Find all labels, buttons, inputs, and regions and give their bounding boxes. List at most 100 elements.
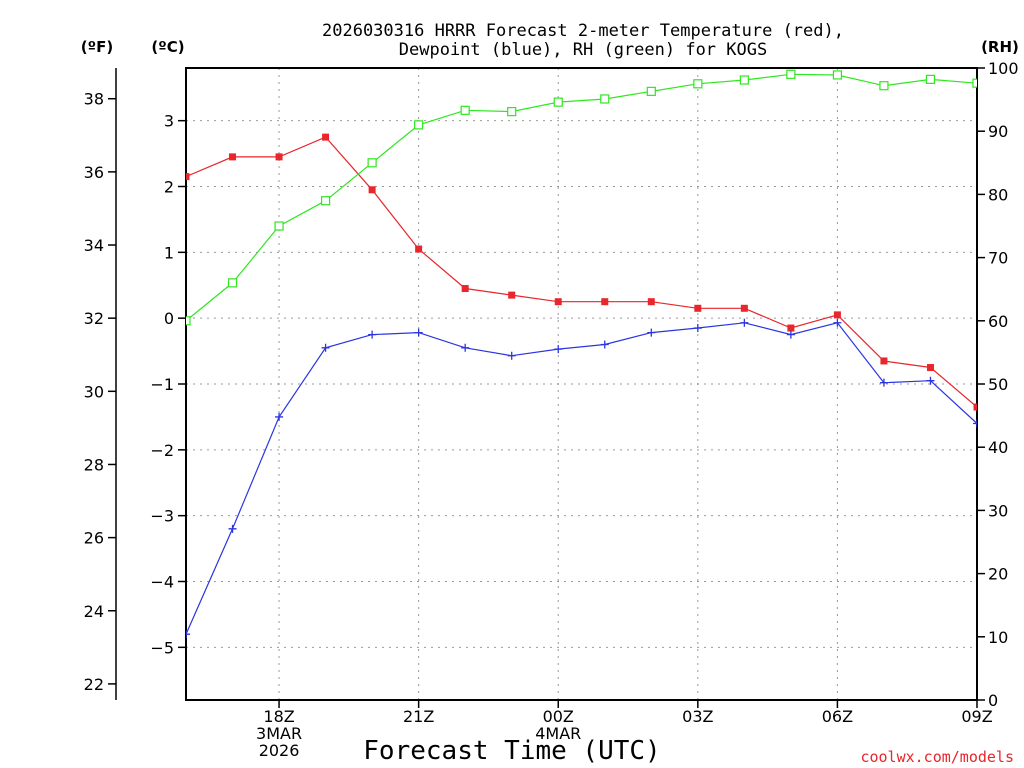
dewpoint-point [600, 340, 609, 349]
celsius-tick-label: 2 [164, 178, 174, 197]
temperature-point [694, 304, 702, 312]
temperature-point [647, 298, 655, 306]
celsius-tick-label: 3 [164, 112, 174, 131]
dewpoint-point [554, 345, 563, 354]
dewpoint-point [740, 318, 749, 327]
data-series [186, 69, 1024, 639]
fahrenheit-tick-label: 26 [84, 529, 104, 548]
rh-tick-label: 60 [988, 312, 1008, 331]
fahrenheit-unit-label: (ºF) [81, 38, 113, 56]
celsius-tick-label: −5 [150, 638, 174, 657]
temperature-point [461, 285, 469, 293]
fahrenheit-tick-label: 30 [84, 382, 104, 401]
rh-point [227, 278, 238, 288]
series-rh [186, 69, 977, 326]
fahrenheit-tick-label: 28 [84, 455, 104, 474]
temperature-point [787, 324, 795, 332]
rh-line [186, 73, 977, 322]
dewpoint-point [414, 328, 423, 337]
rh-tick-label: 80 [988, 185, 1008, 204]
rh-point [186, 316, 191, 326]
temperature-point [554, 298, 562, 306]
temperature-point [229, 153, 237, 161]
gridlines [186, 68, 978, 700]
x-tick-label: 4MAR [535, 724, 581, 743]
x-tick-label: 09Z [961, 707, 992, 726]
rh-tick-label: 0 [988, 691, 998, 710]
x-tick-label: 2026 [259, 741, 300, 760]
rh-tick-label: 90 [988, 122, 1008, 141]
temperature-point [186, 173, 190, 181]
rh-point [553, 97, 563, 107]
rh-point [320, 196, 331, 206]
rh-point [367, 158, 377, 168]
fahrenheit-tick-label: 24 [84, 602, 104, 621]
rh-point [274, 221, 284, 231]
celsius-tick-label: 1 [164, 243, 174, 262]
temperature-point [322, 133, 330, 141]
series-dewpoint [186, 318, 977, 639]
temperature-point [508, 291, 516, 299]
dewpoint-point [507, 351, 516, 360]
temperature-point [415, 245, 423, 253]
chart-title-line-2: Dewpoint (blue), RH (green) for KOGS [399, 40, 767, 60]
dewpoint-line [186, 322, 977, 635]
rh-tick-label: 70 [988, 249, 1008, 268]
rh-point [693, 79, 703, 89]
rh-tick-label: 100 [988, 59, 1019, 78]
dewpoint-point [275, 412, 284, 421]
celsius-tick-label: 0 [164, 309, 174, 328]
fahrenheit-tick-label: 38 [84, 90, 104, 109]
credit-text: coolwx.com/models [860, 748, 1014, 766]
temperature-point [601, 298, 609, 306]
x-axis-label: Forecast Time (UTC) [363, 736, 660, 766]
dewpoint-point [926, 376, 935, 385]
x-tick-label: 00Z [543, 707, 574, 726]
rh-point [414, 120, 424, 130]
x-tick-label: 06Z [822, 707, 853, 726]
chart-title-line-1: 2026030316 HRRR Forecast 2-meter Tempera… [322, 21, 844, 41]
celsius-unit-label: (ºC) [151, 38, 184, 56]
fahrenheit-tick-label: 32 [84, 309, 104, 328]
temperature-point [368, 186, 376, 194]
rh-point [739, 75, 749, 85]
dewpoint-point [786, 330, 795, 339]
axes: 222426283032343638−5−4−3−2−1012301020304… [84, 59, 1019, 760]
rh-point [786, 69, 796, 79]
temperature-line [186, 136, 977, 408]
dewpoint-point [228, 524, 237, 533]
rh-point [507, 107, 517, 117]
x-tick-label: 03Z [682, 707, 713, 726]
temperature-point [973, 403, 977, 411]
fahrenheit-tick-label: 34 [84, 236, 104, 255]
rh-tick-label: 10 [988, 628, 1008, 647]
dewpoint-point [879, 378, 888, 387]
temperature-point [880, 357, 888, 365]
rh-tick-label: 30 [988, 501, 1008, 520]
temperature-point [275, 153, 283, 161]
rh-tick-label: 20 [988, 565, 1008, 584]
dewpoint-point [693, 324, 702, 333]
temperature-point [740, 304, 748, 312]
fahrenheit-tick-label: 36 [84, 163, 104, 182]
celsius-tick-label: −1 [150, 375, 174, 394]
rh-unit-label: (RH) [981, 38, 1019, 56]
celsius-tick-label: −4 [150, 573, 174, 592]
fahrenheit-tick-label: 22 [84, 675, 104, 694]
temperature-point [833, 311, 841, 319]
temperature-point [926, 364, 934, 372]
x-tick-label: 3MAR [256, 724, 302, 743]
celsius-tick-label: −3 [150, 507, 174, 526]
rh-point [879, 81, 889, 91]
dewpoint-point [973, 419, 977, 428]
celsius-tick-label: −2 [150, 441, 174, 460]
dewpoint-point [461, 343, 470, 352]
rh-point [460, 105, 470, 115]
series-temperature [186, 133, 1024, 417]
rh-tick-label: 50 [988, 375, 1008, 394]
temperature-point [1020, 410, 1024, 417]
rh-point [925, 74, 936, 84]
dewpoint-point [368, 330, 377, 339]
rh-point [600, 94, 610, 104]
